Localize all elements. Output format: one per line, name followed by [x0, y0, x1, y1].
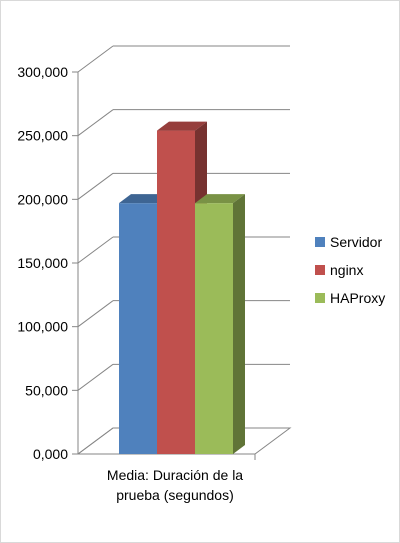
legend-item-haproxy: HAProxy [315, 290, 385, 306]
gridline-side [77, 236, 114, 264]
y-axis: 0,000 50,000 100,000 150,000 200,000 250,000 3… [17, 64, 79, 462]
gridline-side [77, 109, 114, 137]
gridline-side [77, 300, 114, 328]
gridline-side [77, 172, 114, 200]
y-tick-label: 100,000 [17, 319, 68, 335]
y-tick-label: 200,000 [17, 191, 68, 207]
legend-label: nginx [330, 262, 363, 278]
y-tick-label: 300,000 [17, 64, 68, 80]
gridline-side [77, 45, 114, 73]
y-tick-label: 0,000 [33, 446, 68, 462]
legend-item-nginx: nginx [315, 262, 363, 278]
legend-swatch [315, 265, 325, 275]
legend-item-servidor: Servidor [315, 234, 382, 250]
legend-swatch [315, 293, 325, 303]
y-tick-label: 150,000 [17, 255, 68, 271]
legend: Servidor nginx HAProxy [315, 234, 385, 306]
bar-haproxy [195, 194, 245, 455]
y-tick-label: 50,000 [25, 382, 68, 398]
legend-label: HAProxy [330, 290, 385, 306]
gridline-side [77, 363, 114, 391]
legend-label: Servidor [330, 234, 382, 250]
y-tick-label: 250,000 [17, 128, 68, 144]
legend-swatch [315, 237, 325, 247]
x-category-label: Media: Duración de la prueba (segundos) [107, 467, 243, 503]
bars [119, 121, 245, 455]
x-axis-labels: Media: Duración de la prueba (segundos) [107, 467, 243, 503]
